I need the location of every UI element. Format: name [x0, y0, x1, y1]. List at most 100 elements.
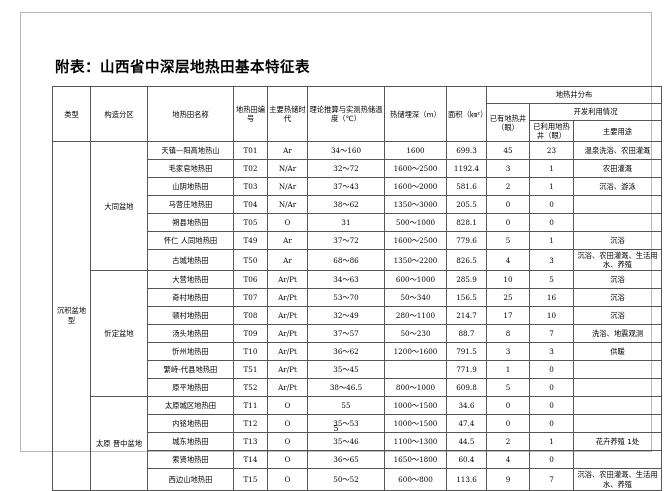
cell-field-name: 天镇—阳高地热山 — [147, 141, 234, 161]
cell-area: 581.6 — [446, 177, 487, 197]
cell-field-code: T07 — [233, 288, 268, 308]
header-well-distribution: 地热井分布 — [485, 86, 663, 104]
header-existing-wells: 已有地热井（眼） — [486, 102, 530, 143]
cell-area: 1192.4 — [446, 159, 487, 179]
cell-area: 285.9 — [446, 270, 487, 290]
cell-utilized-wells: 7 — [529, 324, 574, 344]
cell-burial-depth: 50～340 — [384, 288, 447, 308]
cell-field-code: T51 — [233, 360, 268, 380]
header-field-code: 地热田编号 — [233, 85, 268, 143]
cell-existing-wells: 45 — [486, 141, 530, 161]
cell-temperature: 34～63 — [307, 270, 385, 290]
header-burial-depth: 热储埋深（m） — [384, 85, 447, 143]
cell-reservoir-age: Ar — [267, 141, 308, 161]
table-row: 朔县地热田 T05 O 31 500～1000 828.1 0 0 — [53, 213, 663, 233]
cell-burial-depth: 280～1100 — [384, 306, 447, 326]
cell-temperature: 32～49 — [307, 306, 385, 326]
cell-burial-depth: 1600～2500 — [384, 231, 447, 251]
table-head: 类型 构造分区 地热田名称 地热田编号 主要热储时代 理论推算与实测热储温度（℃… — [52, 85, 663, 143]
cell-field-code: T09 — [233, 324, 268, 344]
cell-existing-wells: 2 — [486, 432, 530, 452]
cell-area: 113.6 — [446, 468, 487, 491]
cell-burial-depth: 1100～1300 — [384, 432, 447, 452]
cell-field-name: 古城地热田 — [147, 249, 234, 272]
cell-temperature: 37～57 — [307, 324, 385, 344]
cell-utilized-wells: 10 — [529, 306, 574, 326]
cell-reservoir-age: Ar — [267, 249, 308, 272]
cell-reservoir-age: Ar/Pt — [267, 324, 308, 344]
cell-area: 779.6 — [446, 231, 487, 251]
cell-field-code: T10 — [233, 342, 268, 362]
cell-utilized-wells: 0 — [529, 360, 574, 380]
cell-main-use — [572, 195, 663, 215]
cell-burial-depth: 800～1000 — [384, 378, 447, 398]
cell-field-code: T52 — [233, 378, 268, 398]
cell-existing-wells: 0 — [486, 213, 530, 233]
cell-main-use: 沉浴、农田灌溉、生活用水、养殖 — [572, 468, 663, 491]
cell-structural-zone: 忻定盆地 — [90, 270, 148, 398]
cell-field-code: T08 — [233, 306, 268, 326]
cell-field-name: 奇村地热田 — [147, 288, 234, 308]
cell-area: 826.5 — [446, 249, 487, 272]
header-structural-zone: 构造分区 — [90, 85, 148, 143]
cell-burial-depth: 600～1000 — [384, 270, 447, 290]
table-row: 太原 晋中盆地 太原城区地热田 T11 O 55 1000～1500 34.6 0 0 — [53, 396, 663, 491]
cell-main-use — [572, 450, 663, 470]
cell-existing-wells: 4 — [486, 450, 530, 470]
page-number: 5 — [333, 424, 339, 433]
cell-area: 771.9 — [446, 360, 487, 380]
cell-reservoir-age: N/Ar — [267, 195, 308, 215]
cell-utilized-wells: 0 — [529, 195, 574, 215]
cell-reservoir-age: Ar/Pt — [267, 306, 308, 326]
cell-field-name: 太原城区地热田 — [147, 396, 234, 416]
cell-burial-depth: 1350～2200 — [384, 249, 447, 272]
cell-temperature: 36～65 — [307, 450, 385, 470]
cell-existing-wells: 0 — [486, 195, 530, 215]
cell-utilized-wells: 5 — [529, 270, 574, 290]
cell-temperature: 38～46.5 — [307, 378, 385, 398]
cell-area: 791.5 — [446, 342, 487, 362]
cell-temperature: 31 — [307, 213, 385, 233]
cell-main-use: 温泉洗浴、农田灌溉 — [572, 141, 663, 161]
cell-reservoir-age: Ar/Pt — [267, 378, 308, 398]
cell-existing-wells: 3 — [486, 159, 530, 179]
cell-utilized-wells: 23 — [529, 141, 574, 161]
cell-utilized-wells: 1 — [529, 231, 574, 251]
cell-utilized-wells: 1 — [529, 177, 574, 197]
cell-field-name: 原平地热田 — [147, 378, 234, 398]
cell-field-name: 大营地热田 — [147, 270, 234, 290]
geothermal-field-table: 类型 构造分区 地热田名称 地热田编号 主要热储时代 理论推算与实测热储温度（℃… — [52, 85, 663, 491]
cell-temperature: 34～160 — [307, 141, 385, 161]
cell-reservoir-age: O — [267, 450, 308, 470]
cell-reservoir-age: Ar/Pt — [267, 270, 308, 290]
cell-area: 205.5 — [446, 195, 487, 215]
cell-burial-depth: 1000～1500 — [384, 396, 447, 416]
cell-reservoir-age: Ar/Pt — [267, 288, 308, 308]
cell-area: 34.6 — [446, 396, 487, 416]
cell-field-code: T15 — [233, 468, 268, 491]
cell-area: 60.4 — [446, 450, 487, 470]
cell-burial-depth: 1650～1800 — [384, 450, 447, 470]
header-category: 类型 — [52, 85, 91, 143]
cell-main-use: 沉浴 — [572, 270, 663, 290]
cell-field-code: T06 — [233, 270, 268, 290]
header-field-name: 地热田名称 — [147, 85, 234, 143]
cell-structural-zone: 太原 晋中盆地 — [90, 396, 148, 491]
cell-main-use — [572, 213, 663, 233]
table-row: 汤头地热田 T09 Ar/Pt 37～57 50～230 88.7 8 7 洗浴、地震观测 — [53, 324, 663, 344]
table-row: 古城地热田 T50 Ar 68～86 1350～2200 826.5 4 3 沉浴、农田灌溉、生… — [53, 249, 663, 272]
cell-existing-wells: 1 — [486, 360, 530, 380]
cell-temperature: 68～86 — [307, 249, 385, 272]
cell-temperature: 32～72 — [307, 159, 385, 179]
cell-reservoir-age: Ar/Pt — [267, 360, 308, 380]
header-main-use: 主要用途 — [572, 119, 663, 143]
cell-utilized-wells: 1 — [529, 432, 574, 452]
cell-field-name: 顿村地热田 — [147, 306, 234, 326]
cell-existing-wells: 8 — [486, 324, 530, 344]
cell-utilized-wells: 0 — [529, 378, 574, 398]
cell-burial-depth: 1600 — [384, 141, 447, 161]
cell-existing-wells: 5 — [486, 231, 530, 251]
cell-main-use: 沉浴、农田灌溉、生活用水、养殖 — [572, 249, 663, 272]
cell-main-use: 洗浴、地震观测 — [572, 324, 663, 344]
geothermal-table-container: 类型 构造分区 地热田名称 地热田编号 主要热储时代 理论推算与实测热储温度（℃… — [52, 85, 663, 491]
